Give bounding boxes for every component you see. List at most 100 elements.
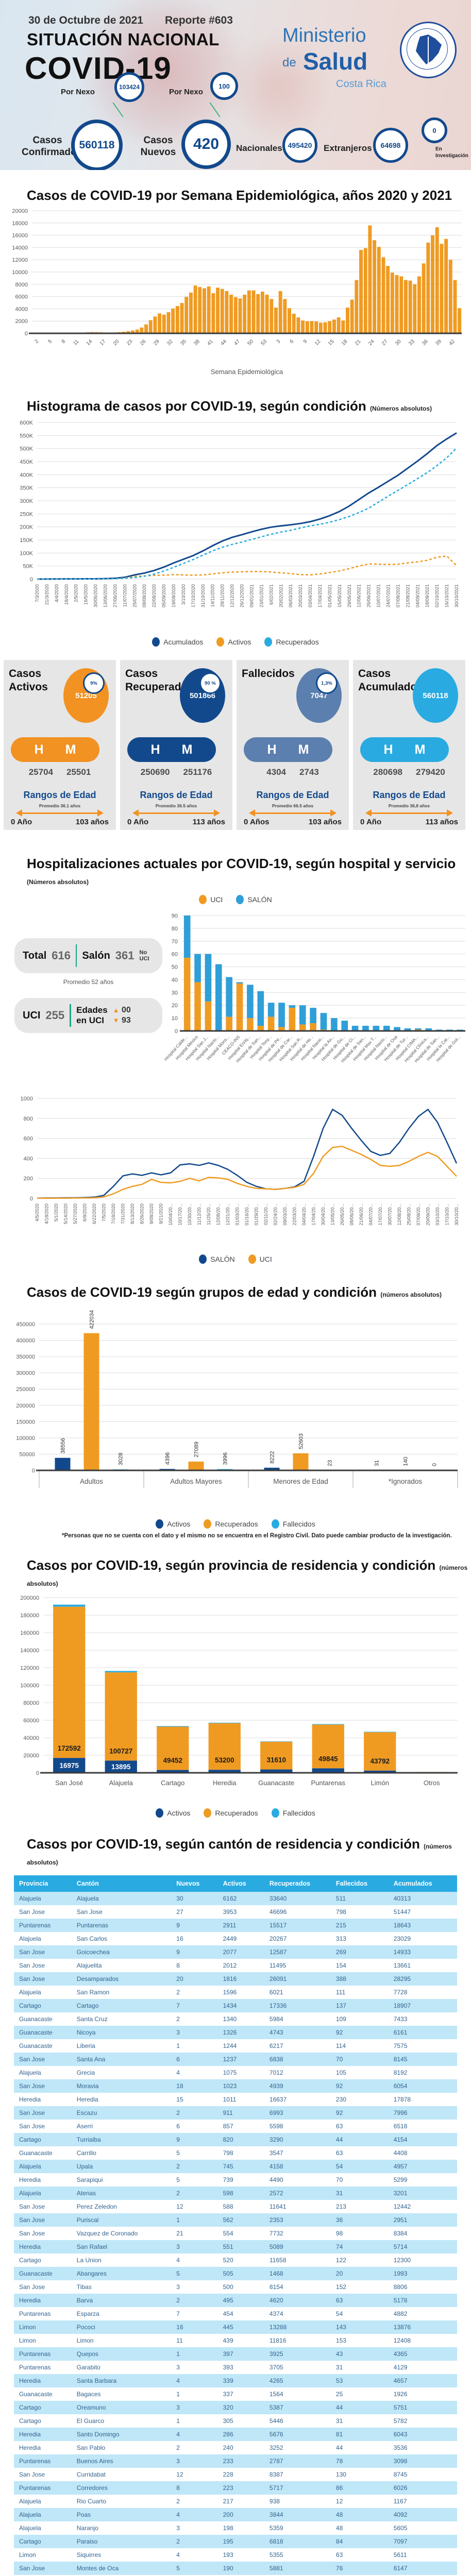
table-cell: 505 [217,2267,264,2280]
table-row: Heredia Heredia 15 1011 16637 230 17878 [14,2093,457,2106]
svg-text:Adultos: Adultos [80,1478,103,1485]
table-cell: 7728 [388,1986,457,1999]
table-cell: 4957 [388,2160,457,2173]
table-cell: 798 [217,2146,264,2160]
table-cell: 4490 [264,2173,331,2187]
salon-label: Salón [82,950,110,961]
svg-text:42: 42 [448,338,456,347]
svg-text:400000: 400000 [16,1338,35,1344]
svg-text:200K: 200K [20,524,33,531]
table-cell: 8384 [388,2227,457,2240]
svg-text:0: 0 [36,1770,39,1776]
table-cell: 1326 [217,2026,264,2039]
svg-text:30/10/2021: 30/10/2021 [454,584,459,607]
table-cell: Moravia [71,2079,172,2093]
legend-dot-icon [248,1255,256,1264]
table-cell: 195 [217,2535,264,2548]
table-cell: Alajuela [14,1986,72,1999]
table-cell: Cartago [71,1999,172,2012]
table-row: Limon Siquirres 4 193 5355 63 5611 [14,2548,457,2562]
table-cell: Perez Zeledon [71,2200,172,2213]
table-cell: 1 [171,2387,218,2401]
table-cell: 23029 [388,1932,457,1945]
table-cell: 46696 [264,1905,331,1919]
table-cell: 320 [217,2401,264,2414]
svg-text:18/4/2020: 18/4/2020 [64,584,69,605]
svg-text:50: 50 [247,338,255,347]
table-cell: 81 [330,2428,389,2441]
svg-text:2/5/2020: 2/5/2020 [74,584,79,602]
table-cell: 500 [217,2280,264,2294]
hospital-average-age: Promedio 52 años [63,978,114,986]
svg-text:Alajuela: Alajuela [109,1779,133,1787]
svg-text:5/1/2020: 5/1/2020 [54,1204,59,1222]
age-range-arrow-icon [132,809,220,817]
table-row: San Jose Moravia 18 1023 4939 92 6054 [14,2079,457,2093]
table-cell: 3 [171,2280,218,2294]
page-title-line1: SITUACIÓN NACIONAL [27,30,220,49]
svg-text:49452: 49452 [163,1757,182,1765]
card-percent-badge: 1,3% [316,672,338,694]
svg-text:11/12/20...: 11/12/20... [197,1204,202,1225]
svg-text:30/07/20...: 30/07/20... [388,1204,393,1226]
svg-text:12: 12 [314,338,322,347]
table-cell: 388 [330,1972,389,1986]
table-cell: 5355 [264,2548,331,2562]
svg-text:12/21/20...: 12/21/20... [225,1204,230,1226]
table-cell: 4 [171,2548,218,2562]
table-cell: 11816 [264,2334,331,2347]
table-cell: 8745 [388,2468,457,2481]
table-cell: San Jose [14,1959,72,1972]
table-cell: 1023 [217,2079,264,2093]
costa-rica-map-icon [416,35,442,64]
svg-text:09/03/20...: 09/03/20... [282,1204,288,1226]
table-cell: 48 [330,2521,389,2535]
svg-text:100000: 100000 [16,1435,35,1442]
table-cell: Santo Domingo [71,2428,172,2441]
table-cell: 21 [171,2227,218,2240]
svg-text:8/26/2020: 8/26/2020 [140,1204,145,1224]
table-cell: 12442 [388,2200,457,2213]
svg-text:21/06/20...: 21/06/20... [359,1204,364,1226]
svg-text:0: 0 [30,1196,33,1202]
table-cell: 78 [330,2454,389,2468]
table-cell: San Jose [14,2200,72,2213]
column-header: Cantón [71,1875,172,1892]
svg-text:600: 600 [24,1136,33,1142]
legend-label: SALÓN [210,1255,235,1263]
svg-text:26/05/20...: 26/05/20... [340,1204,345,1226]
legend-dot-icon [156,1519,164,1529]
table-cell: 1 [171,2213,218,2227]
card-ranges-label: Rangos de Edad [140,790,213,800]
svg-text:Puntarenas: Puntarenas [311,1779,346,1787]
ministry-country: Costa Rica [336,78,386,90]
svg-text:160000: 160000 [20,1630,39,1636]
table-row: Puntarenas Esparza 7 454 4374 54 4882 [14,2307,457,2320]
table-cell: Alajuela [14,2187,72,2200]
svg-text:30/05/2020: 30/05/2020 [93,584,98,607]
histogram-note: (Números absolutos) [370,405,432,412]
svg-text:150K: 150K [20,537,33,544]
table-cell: 3 [171,2454,218,2468]
table-cell: 5782 [388,2414,457,2428]
svg-text:30: 30 [172,990,178,996]
table-cell: 1468 [264,2267,331,2280]
svg-text:05/09/2020: 05/09/2020 [161,584,166,607]
svg-text:16/5/2020: 16/5/2020 [83,584,89,605]
svg-text:18/09/2021: 18/09/2021 [425,584,430,607]
table-cell: Naranjo [71,2521,172,2535]
table-cell: 3 [171,2401,218,2414]
svg-text:24/07/2021: 24/07/2021 [385,584,391,607]
table-cell: 230 [330,2093,389,2106]
svg-text:3: 3 [276,338,282,345]
svg-text:6/9/2020: 6/9/2020 [82,1204,88,1222]
table-row: Heredia Barva 2 495 4620 63 5178 [14,2294,457,2307]
svg-text:San José: San José [55,1779,83,1787]
svg-text:350K: 350K [20,485,33,492]
table-cell: San Rafael [71,2240,172,2253]
table-cell: 4092 [388,2508,457,2521]
age-title-text: Casos de COVID-19 según grupos de edad y… [27,1284,377,1300]
svg-text:10/17/20...: 10/17/20... [178,1204,183,1226]
table-cell: 3 [171,2361,218,2374]
table-cell: 26091 [264,1972,331,1986]
